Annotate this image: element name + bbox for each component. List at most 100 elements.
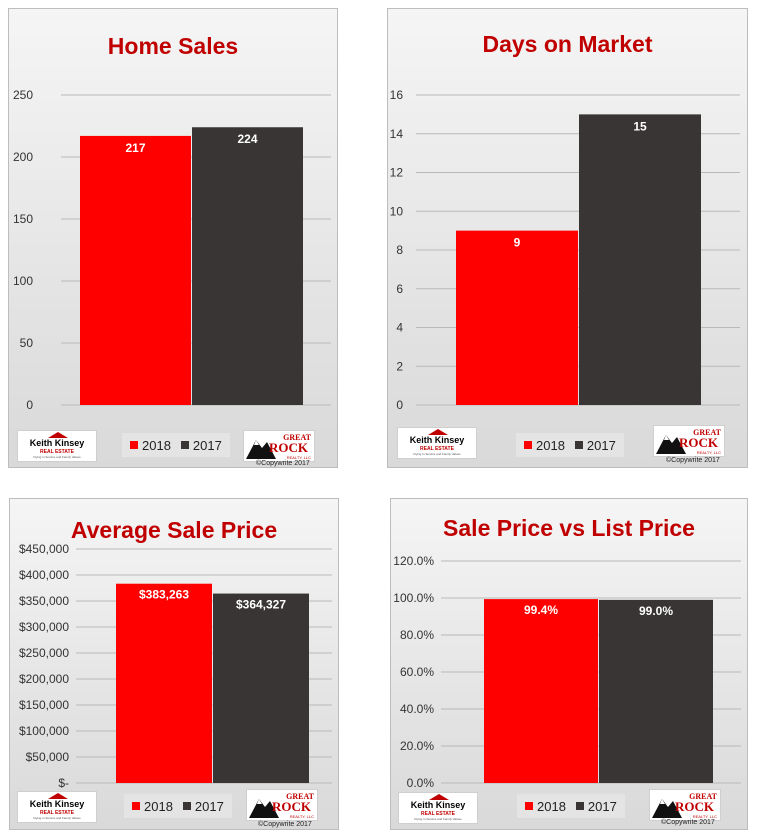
y-tick-label: 150: [13, 212, 33, 226]
y-tick-label: 16: [390, 88, 404, 102]
logo-line1: GREAT: [689, 792, 717, 801]
logo-line3: REALTY, LLC: [286, 455, 311, 460]
house-roof-icon: [48, 793, 68, 799]
legend-label: 2018: [144, 798, 173, 814]
bar-2017: [579, 114, 701, 405]
logo-line3: REALTY, LLC: [289, 814, 314, 819]
bar-2017: [213, 593, 309, 783]
y-tick-label: $200,000: [19, 672, 69, 686]
logo-name: Keith Kinsey: [410, 800, 466, 810]
legend-swatch-2018: [525, 802, 533, 810]
y-tick-label: $300,000: [19, 620, 69, 634]
legend-swatch-2017: [180, 441, 189, 449]
keith-kinsey-logo: Keith Kinsey REAL ESTATE Flying in Servi…: [397, 427, 477, 459]
keith-kinsey-logo: Keith Kinsey REAL ESTATE Flying in Servi…: [398, 792, 478, 824]
keith-kinsey-logo: Keith Kinsey REAL ESTATE Flying in Servi…: [17, 430, 97, 462]
chart-legend: 2018 2017: [124, 794, 232, 818]
average-sale-price-panel: Average Sale Price $- $50,000 $100,000 $150…: [9, 498, 339, 830]
legend-label: 2017: [587, 798, 617, 814]
data-label: $383,263: [139, 588, 189, 602]
data-label: 99.0%: [639, 604, 673, 618]
logo-tagline: Flying in Service and Family Values: [413, 452, 461, 456]
chart-title: Days on Market: [482, 31, 653, 57]
keith-kinsey-logo: Keith Kinsey REAL ESTATE Flying in Servi…: [17, 791, 97, 823]
data-label: 9: [514, 236, 521, 250]
data-label: 217: [125, 141, 145, 155]
bar-2018: [484, 599, 598, 783]
copyright-text: ©Copywrite 2017: [256, 460, 310, 467]
legend-swatch-2018: [132, 802, 140, 810]
y-tick-label: 10: [390, 204, 404, 218]
y-tick-label: $350,000: [19, 594, 69, 608]
logo-subtitle: REAL ESTATE: [420, 446, 454, 452]
y-tick-label: 14: [390, 127, 404, 141]
logo-subtitle: REAL ESTATE: [40, 449, 74, 455]
mountain-icon: [249, 799, 279, 818]
great-rock-logo: GREAT ROCK REALTY, LLC: [653, 425, 725, 457]
logo-name: Keith Kinsey: [29, 799, 85, 809]
logo-tagline: Flying in Service and Family Values: [33, 455, 81, 459]
great-rock-logo: GREAT ROCK REALTY, LLC: [243, 430, 315, 462]
y-tick-label: 2: [396, 359, 403, 373]
sale-vs-list-price-panel: Sale Price vs List Price 0.0% 20.0% 40.0% 6…: [390, 498, 748, 830]
mountain-icon: [246, 440, 276, 459]
days-on-market-chart: 0 2 4 6 8 10 12 14 16 9 15: [390, 88, 740, 412]
y-tick-label: 120.0%: [393, 554, 434, 568]
copyright-text: ©Copywrite 2017: [258, 821, 312, 828]
bar-2018: [456, 230, 578, 405]
legend-item-2017: 2017: [182, 799, 224, 814]
home-sales-chart: 0 50 100 150 200 250 217 224: [13, 88, 331, 412]
chart-title: Average Sale Price: [70, 517, 278, 543]
logo-line3: REALTY, LLC: [692, 814, 717, 819]
logo-name: Keith Kinsey: [409, 435, 465, 445]
logo-line1: GREAT: [286, 792, 314, 801]
data-label: 224: [237, 132, 257, 146]
data-label: 99.4%: [524, 603, 558, 617]
logo-subtitle: REAL ESTATE: [421, 811, 455, 817]
legend-label: 2017: [192, 437, 222, 453]
legend-swatch-2018: [130, 441, 138, 449]
bar-2017: [192, 127, 303, 406]
logo-line1: GREAT: [283, 433, 311, 442]
y-tick-label: $250,000: [19, 646, 69, 660]
legend-label: 2018: [537, 798, 566, 814]
y-tick-label: 0.0%: [407, 776, 435, 790]
legend-swatch-2017: [574, 441, 583, 449]
logo-subtitle: REAL ESTATE: [40, 810, 74, 816]
mountain-icon: [652, 799, 682, 818]
y-tick-label: $400,000: [19, 568, 69, 582]
y-tick-label: 60.0%: [400, 665, 434, 679]
home-sales-panel: Home Sales 0 50 100 150 200 250 217 224 Keith K…: [8, 8, 338, 468]
y-tick-label: 12: [390, 166, 404, 180]
logo-line2: ROCK: [675, 799, 714, 814]
logo-line2: ROCK: [679, 435, 718, 450]
bar-2017: [599, 599, 713, 783]
great-rock-logo: GREAT ROCK REALTY, LLC: [246, 789, 318, 821]
y-tick-label: $450,000: [19, 542, 69, 556]
copyright-text: ©Copywrite 2017: [661, 819, 715, 826]
average-sale-price-chart: $- $50,000 $100,000 $150,000 $200,000 $250,00…: [19, 542, 332, 790]
logo-name: Keith Kinsey: [29, 438, 85, 448]
y-tick-label: 0: [396, 398, 403, 412]
logo-line1: GREAT: [693, 428, 721, 437]
data-label: $364,327: [236, 598, 286, 612]
legend-item-2018: 2018: [130, 438, 171, 453]
logo-line3: REALTY, LLC: [696, 450, 721, 455]
y-tick-label: 100.0%: [393, 591, 434, 605]
house-roof-icon: [48, 432, 68, 438]
chart-title: Sale Price vs List Price: [443, 515, 695, 541]
y-tick-label: 6: [396, 282, 403, 296]
house-roof-icon: [429, 794, 449, 800]
chart-title: Home Sales: [107, 33, 239, 59]
legend-item-2017: 2017: [180, 437, 222, 453]
logo-tagline: Flying in Service and Family Values: [33, 816, 81, 820]
sale-vs-list-price-chart: 0.0% 20.0% 40.0% 60.0% 80.0% 100.0% 120.0% 99.4…: [393, 554, 741, 790]
y-tick-label: 8: [396, 243, 403, 257]
legend-item-2017: 2017: [575, 798, 617, 814]
y-tick-label: 4: [396, 321, 403, 335]
y-tick-label: 50: [20, 336, 34, 350]
logo-line2: ROCK: [269, 440, 308, 455]
legend-label: 2018: [536, 437, 565, 453]
logo-tagline: Flying in Service and Family Values: [414, 817, 462, 821]
y-tick-label: 200: [13, 150, 33, 164]
